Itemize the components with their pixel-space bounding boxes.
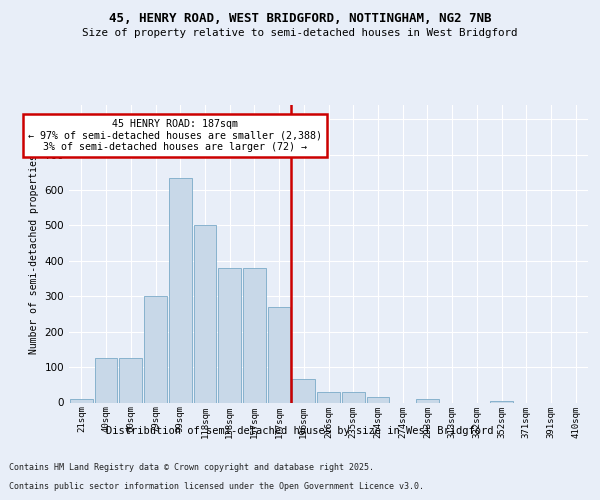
Text: Distribution of semi-detached houses by size in West Bridgford: Distribution of semi-detached houses by … (106, 426, 494, 436)
Bar (268, 307, 290, 402)
Bar (218, 268, 241, 402)
Bar (144, 296, 167, 403)
Bar (367, 397, 389, 402)
Bar (490, 400, 513, 402)
Bar (70, 399, 93, 402)
Bar (194, 226, 216, 402)
Text: Contains HM Land Registry data © Crown copyright and database right 2025.: Contains HM Land Registry data © Crown c… (9, 464, 374, 472)
Bar (317, 392, 340, 402)
Bar (119, 358, 142, 403)
Bar (169, 178, 191, 402)
Bar (95, 358, 118, 403)
Y-axis label: Number of semi-detached properties: Number of semi-detached properties (29, 154, 39, 354)
Bar (342, 392, 365, 402)
Bar (292, 380, 315, 402)
Text: 45 HENRY ROAD: 187sqm
← 97% of semi-detached houses are smaller (2,388)
3% of se: 45 HENRY ROAD: 187sqm ← 97% of semi-deta… (28, 119, 322, 152)
Bar (416, 399, 439, 402)
Text: Contains public sector information licensed under the Open Government Licence v3: Contains public sector information licen… (9, 482, 424, 491)
Text: 45, HENRY ROAD, WEST BRIDGFORD, NOTTINGHAM, NG2 7NB: 45, HENRY ROAD, WEST BRIDGFORD, NOTTINGH… (109, 12, 491, 26)
Text: Size of property relative to semi-detached houses in West Bridgford: Size of property relative to semi-detach… (82, 28, 518, 38)
Bar (243, 268, 266, 402)
